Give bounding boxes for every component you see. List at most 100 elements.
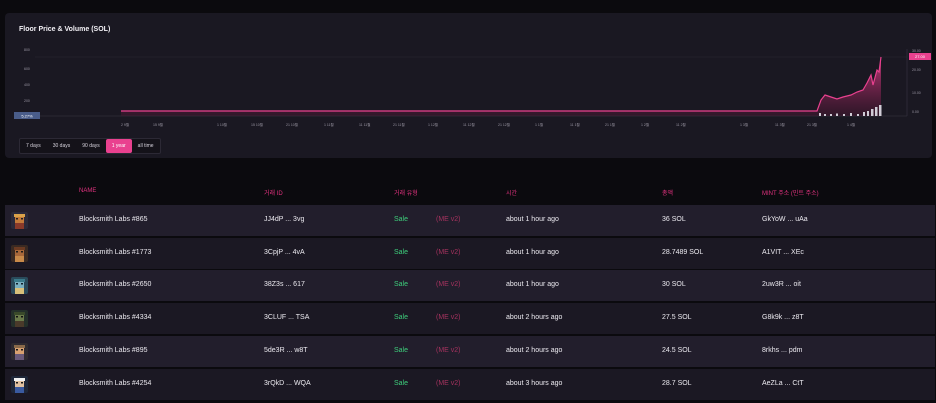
table-row[interactable]: Blocksmith Labs #2650 38Z3s ... 617 Sale… xyxy=(5,270,935,301)
x-tick-label: 1 12월 xyxy=(428,122,438,127)
tx-type: Sale xyxy=(394,281,409,288)
table-row[interactable]: Blocksmith Labs #4334 3CLUF ... TSA Sale… xyxy=(5,303,935,334)
x-tick-label: 21 11월 xyxy=(393,122,405,127)
x-tick-label: 15 9월 xyxy=(153,122,163,127)
tx-time: about 2 hours ago xyxy=(506,347,563,354)
nft-avatar[interactable] xyxy=(11,310,28,327)
x-tick-label: 1 4월 xyxy=(847,122,855,127)
column-header-name: NAME xyxy=(79,188,97,194)
table-row[interactable]: Blocksmith Labs #865 JJ4dP ... 3vg Sale … xyxy=(5,205,935,236)
volume-bar xyxy=(830,114,832,116)
tx-amount: 28.7489 SOL xyxy=(662,249,704,256)
nft-avatar[interactable] xyxy=(11,376,28,393)
x-tick-label: 21 3월 xyxy=(807,122,817,127)
column-header-time: 시간 xyxy=(506,191,518,197)
x-tick-label: 15 10월 xyxy=(251,122,263,127)
nft-name[interactable]: Blocksmith Labs #1773 xyxy=(79,249,152,256)
mint-address-link[interactable]: A1VIT ... XEc xyxy=(762,249,804,256)
tx-amount: 27.5 SOL xyxy=(662,314,692,321)
x-tick-label: 1 1월 xyxy=(535,122,543,127)
x-tick-label: 11 12월 xyxy=(463,122,475,127)
x-tick-label: 11 1월 xyxy=(570,122,580,127)
right-tick-label: 30.00 xyxy=(912,49,921,53)
x-tick-label: 21 12월 xyxy=(498,122,510,127)
tx-amount: 24.5 SOL xyxy=(662,347,692,354)
x-tick-label: 2 9월 xyxy=(121,122,129,127)
column-header-amount: 총액 xyxy=(662,191,674,197)
nft-avatar[interactable] xyxy=(11,277,28,294)
tx-time: about 3 hours ago xyxy=(506,380,563,387)
column-header-tx-id: 거래 ID xyxy=(264,191,283,197)
marketplace-label: (ME v2) xyxy=(436,347,461,354)
nft-name[interactable]: Blocksmith Labs #2650 xyxy=(79,281,152,288)
activity-table-header: NAME 거래 ID 거래 유형 시간 총액 MINT 주소 (민트 주소) xyxy=(0,185,936,199)
tx-id-link[interactable]: 3CLUF ... TSA xyxy=(264,314,310,321)
marketplace-label: (ME v2) xyxy=(436,314,461,321)
table-row[interactable]: Blocksmith Labs #895 5de3R ... w8T Sale … xyxy=(5,336,935,367)
left-tick-label: 600 xyxy=(24,67,30,71)
x-tick-label: 21 10월 xyxy=(286,122,298,127)
nft-avatar[interactable] xyxy=(11,245,28,262)
time-range-selector: 7 days 30 days 90 days 1 year all time xyxy=(19,138,161,154)
tx-id-link[interactable]: 5de3R ... w8T xyxy=(264,347,308,354)
mint-address-link[interactable]: 8rkhs ... pdm xyxy=(762,347,803,354)
left-tick-label: 200 xyxy=(24,99,30,103)
volume-bar xyxy=(819,113,821,116)
volume-bar xyxy=(850,113,852,116)
nft-avatar[interactable] xyxy=(11,212,28,229)
left-badge-label: 5.27% xyxy=(21,113,33,118)
floor-volume-chart: 800 600 400 200 5.27% 30.00 20.00 10.00 … xyxy=(14,48,931,127)
left-tick-label: 800 xyxy=(24,48,30,52)
volume-bar xyxy=(871,109,874,116)
volume-bar xyxy=(879,105,882,116)
range-7-days-button[interactable]: 7 days xyxy=(26,143,41,149)
x-tick-label: 11 11월 xyxy=(359,122,370,127)
tx-id-link[interactable]: 38Z3s ... 617 xyxy=(264,281,305,288)
x-axis-ticks: 2 9월 15 9월 1 10월 15 10월 21 10월 1 11월 11 … xyxy=(121,122,855,127)
marketplace-label: (ME v2) xyxy=(436,380,461,387)
nft-name[interactable]: Blocksmith Labs #895 xyxy=(79,347,148,354)
mint-address-link[interactable]: 2uw3R ... oit xyxy=(762,281,801,288)
left-tick-label: 400 xyxy=(24,83,30,87)
volume-bar xyxy=(863,112,865,116)
range-90-days-button[interactable]: 90 days xyxy=(82,143,100,149)
volume-bar xyxy=(867,111,869,116)
x-tick-label: 1 11월 xyxy=(324,122,334,127)
chart-title: Floor Price & Volume (SOL) xyxy=(19,26,111,33)
marketplace-label: (ME v2) xyxy=(436,216,461,223)
volume-bar xyxy=(875,107,878,116)
volume-bar xyxy=(824,114,826,116)
tx-time: about 1 hour ago xyxy=(506,216,559,223)
nft-avatar[interactable] xyxy=(11,343,28,360)
x-tick-label: 21 1월 xyxy=(605,122,615,127)
range-all-time-button[interactable]: all time xyxy=(137,143,154,149)
mint-address-link[interactable]: G8k9k ... z8T xyxy=(762,314,804,321)
x-tick-label: 1 3월 xyxy=(740,122,748,127)
right-tick-label: 20.00 xyxy=(912,68,921,72)
tx-id-link[interactable]: JJ4dP ... 3vg xyxy=(264,216,305,223)
nft-name[interactable]: Blocksmith Labs #865 xyxy=(79,216,148,223)
tx-id-link[interactable]: 3CpjP ... 4vA xyxy=(264,249,305,256)
x-tick-label: 1 2월 xyxy=(641,122,649,127)
tx-type: Sale xyxy=(394,380,409,387)
mint-address-link[interactable]: GkYoW ... uAa xyxy=(762,216,808,223)
table-row[interactable]: Blocksmith Labs #1773 3CpjP ... 4vA Sale… xyxy=(5,238,935,269)
x-tick-label: 11 2월 xyxy=(676,122,686,127)
nft-name[interactable]: Blocksmith Labs #4334 xyxy=(79,314,152,321)
volume-bar xyxy=(843,114,845,116)
mint-address-link[interactable]: AeZLa ... CtT xyxy=(762,380,804,387)
range-1-year-button[interactable]: 1 year xyxy=(105,139,132,153)
x-tick-label: 11 3월 xyxy=(775,122,785,127)
range-30-days-button[interactable]: 30 days xyxy=(52,143,71,149)
marketplace-label: (ME v2) xyxy=(436,249,461,256)
tx-amount: 36 SOL xyxy=(662,216,686,223)
nft-name[interactable]: Blocksmith Labs #4254 xyxy=(79,380,152,387)
left-price-badge xyxy=(14,112,40,119)
marketplace-label: (ME v2) xyxy=(436,281,461,288)
floor-price-line xyxy=(121,56,882,112)
tx-id-link[interactable]: 3rQkD ... WQA xyxy=(264,380,311,387)
table-row[interactable]: Blocksmith Labs #4254 3rQkD ... WQA Sale… xyxy=(5,369,935,400)
tx-type: Sale xyxy=(394,216,409,223)
right-badge-label: 27.00 xyxy=(915,54,926,59)
right-tick-label: 10.00 xyxy=(912,91,921,95)
